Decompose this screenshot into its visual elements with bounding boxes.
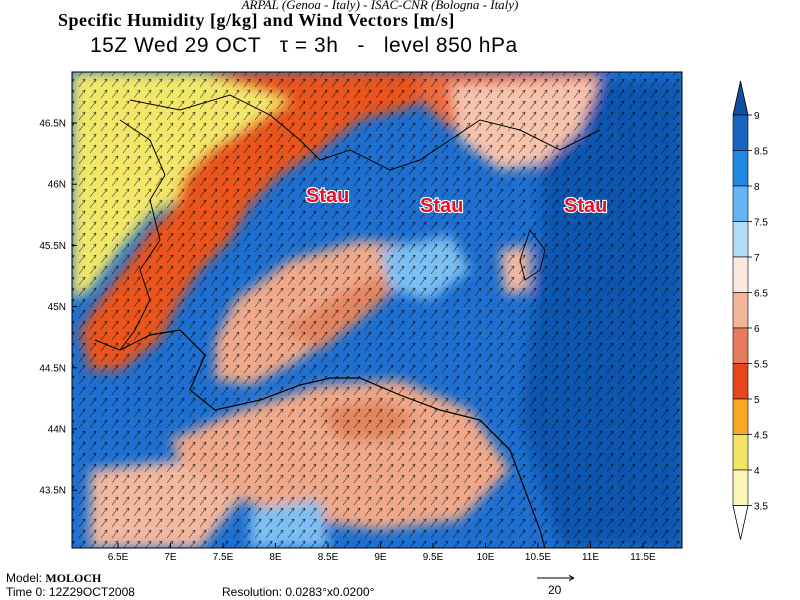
lat-tick-label: 45.5N: [39, 241, 66, 252]
colorbar-bottom-cap: [732, 505, 749, 540]
colorbar-label: 9: [754, 111, 760, 122]
lon-tick-label: 7.5E: [213, 552, 234, 563]
colorbar-label: 4.5: [754, 431, 768, 442]
reference-vector: [537, 575, 575, 581]
colorbar: 9 8.5 8 7.5 7 6.5 6 5.5 5 4.5 4 3.5: [732, 80, 768, 540]
colorbar-label: 5: [754, 395, 760, 406]
colorbar-label: 7.5: [754, 218, 768, 229]
colorbar-label: 7: [754, 253, 760, 264]
lon-tick-label: 7E: [164, 552, 177, 563]
stau-annotations: Stau Stau Stau: [305, 184, 609, 218]
colorbar-label: 3.5: [754, 502, 768, 513]
colorbar-bin: [732, 363, 749, 400]
colorbar-bin: [732, 327, 749, 364]
colorbar-label: 6: [754, 324, 760, 335]
model-label: Model:: [6, 571, 43, 585]
colorbar-bin: [732, 185, 749, 222]
longitude-axis: 6.5E 7E 7.5E 8E 8.5E 9E 9.5E 10E 10.5E 11E 11.5E: [108, 543, 656, 563]
lon-tick-label: 6.5E: [108, 552, 129, 563]
model-name: MOLOCH: [45, 571, 102, 585]
colorbar-label: 8.5: [754, 147, 768, 158]
lon-tick-label: 11E: [582, 552, 599, 563]
lon-tick-label: 8.5E: [318, 552, 339, 563]
lake-garda: [519, 229, 546, 281]
valid-time-line: 15Z Wed 29 OCT τ = 3h - level 850 hPa: [90, 34, 518, 57]
stau-label: Stau: [306, 185, 349, 207]
coastline: [94, 329, 546, 548]
lon-tick-label: 9.5E: [423, 552, 444, 563]
lat-tick-label: 46.5N: [39, 119, 66, 130]
colorbar-bin: [732, 292, 749, 329]
colorbar-top-cap: [732, 80, 749, 116]
border-france: [119, 119, 166, 351]
lat-tick-label: 45N: [48, 302, 66, 313]
lat-tick-label: 44N: [48, 425, 66, 436]
border-switzerland-austria: [129, 94, 601, 171]
lon-tick-label: 11.5E: [630, 552, 656, 563]
resolution: Resolution: 0.0283°x0.0200°: [222, 585, 375, 599]
map-frame: [71, 71, 683, 549]
reference-vector-label: 20: [548, 583, 562, 597]
colorbar-label: 8: [754, 182, 760, 193]
colorbar-label: 4: [754, 466, 760, 477]
time-zero: Time 0: 12Z29OCT2008: [6, 585, 135, 599]
stau-label: Stau: [420, 195, 463, 217]
colorbar-bin: [732, 398, 749, 435]
stau-label: Stau: [564, 195, 607, 217]
chart-title: Specific Humidity [g/kg] and Wind Vector…: [58, 10, 455, 30]
lat-tick-label: 46N: [48, 180, 66, 191]
model-line: Model: MOLOCH: [6, 571, 101, 586]
lon-tick-label: 9E: [374, 552, 387, 563]
colorbar-bin: [732, 256, 749, 293]
latitude-axis: 46.5N 46N 45.5N 45N 44.5N 44N 43.5N: [39, 119, 77, 497]
lon-tick-label: 10.5E: [525, 552, 551, 563]
credits-line: ARPAL (Genoa - Italy) - ISAC-CNR (Bologn…: [241, 0, 519, 12]
colorbar-bin: [732, 150, 749, 187]
colorbar-bin: [732, 114, 749, 151]
lat-tick-label: 43.5N: [39, 486, 66, 497]
colorbar-label: 6.5: [754, 289, 768, 300]
colorbar-bin: [732, 469, 749, 506]
humidity-field: [72, 72, 682, 548]
colorbar-label: 5.5: [754, 360, 768, 371]
colorbar-bin: [732, 221, 749, 258]
lon-tick-label: 10E: [477, 552, 495, 563]
lon-tick-label: 8E: [269, 552, 282, 563]
lat-tick-label: 44.5N: [39, 363, 66, 374]
colorbar-bin: [732, 434, 749, 471]
